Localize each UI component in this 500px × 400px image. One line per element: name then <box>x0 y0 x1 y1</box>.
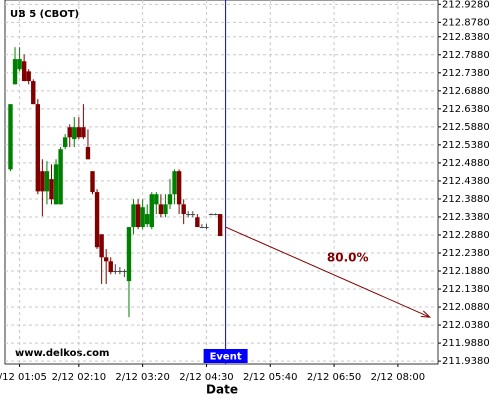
y-tick-label: 212.8780 <box>442 17 490 28</box>
candle-body <box>40 171 45 192</box>
candle-body <box>31 81 36 105</box>
candle-body <box>76 127 82 138</box>
candle-body <box>172 171 177 195</box>
y-tick-label: 212.5880 <box>442 122 490 133</box>
candle-body <box>26 71 31 82</box>
candle-body <box>62 137 68 148</box>
y-tick-label: 212.8380 <box>442 32 490 43</box>
candle-body <box>181 204 186 215</box>
y-tick-label: 212.5380 <box>442 140 490 151</box>
candle-body <box>186 214 191 216</box>
candle-body <box>154 194 159 205</box>
y-tick-label: 212.1880 <box>442 266 490 277</box>
candle-body <box>204 227 209 229</box>
x-tick-label: 2/12 04:30 <box>179 372 233 383</box>
candle-body <box>35 104 41 192</box>
candle-body <box>195 217 200 228</box>
candle-body <box>44 171 50 192</box>
candle-body <box>149 194 154 228</box>
candle-body <box>163 204 168 215</box>
candle-body <box>213 214 218 216</box>
candle-body <box>53 164 59 205</box>
candle-body <box>90 171 95 193</box>
candle-body <box>8 104 13 170</box>
candle-body <box>145 214 150 225</box>
candle-body <box>85 147 91 160</box>
y-tick-label: 212.1380 <box>442 284 490 295</box>
y-tick-label: 212.4380 <box>442 176 490 187</box>
x-tick-label: 2/12 06:50 <box>307 372 361 383</box>
candle-body <box>135 204 141 228</box>
x-tick-label: 2/12 08:00 <box>371 372 425 383</box>
y-tick-label: 212.7380 <box>442 68 490 79</box>
event-label: Event <box>210 352 242 363</box>
candle-body <box>103 257 109 262</box>
y-tick-label: 212.6380 <box>442 104 490 115</box>
candle-body <box>49 179 54 200</box>
candle-body <box>167 194 173 205</box>
candle-body <box>72 127 77 140</box>
y-tick-label: 212.3880 <box>442 194 490 205</box>
y-tick-label: 212.2380 <box>442 248 490 259</box>
y-tick-label: 212.9280 <box>442 0 490 10</box>
candle-body <box>140 207 145 228</box>
candle-body <box>17 59 22 70</box>
candle-body <box>122 271 127 273</box>
y-tick-label: 212.7880 <box>442 50 490 61</box>
x-tick-label: 2/12 01:05 <box>0 372 47 383</box>
candle-body <box>81 127 86 138</box>
event-label-box <box>203 349 248 363</box>
chart-title: UB 5 (CBOT) <box>10 9 79 20</box>
y-tick-label: 212.4880 <box>442 158 490 169</box>
candle-body <box>117 271 123 273</box>
candle-body <box>113 271 118 273</box>
arrow-head <box>420 310 432 318</box>
x-tick-label: 2/12 05:40 <box>243 372 297 383</box>
candle-body <box>208 214 214 216</box>
candle-body <box>158 204 164 215</box>
plot-frame <box>4 0 439 365</box>
candle-body <box>108 261 113 273</box>
x-axis-title: Date <box>206 383 238 397</box>
projection-label: 80.0% <box>327 251 369 265</box>
x-tick-label: 2/12 02:10 <box>52 372 106 383</box>
watermark: www.delkos.com <box>15 348 109 359</box>
candle-body <box>199 227 205 229</box>
candle-body <box>176 171 182 205</box>
y-tick-label: 212.0380 <box>442 320 490 331</box>
candle-body <box>21 61 27 82</box>
candle-body <box>190 214 195 216</box>
candle-body <box>217 214 223 237</box>
candle-body <box>67 127 72 138</box>
y-tick-label: 211.9880 <box>442 338 490 349</box>
candle-body <box>131 204 136 228</box>
projection-arrow <box>225 226 430 318</box>
candle-body <box>99 234 104 258</box>
candle-body <box>94 192 100 248</box>
y-tick-label: 212.0880 <box>442 302 490 313</box>
x-tick-label: 2/12 03:20 <box>115 372 169 383</box>
candle-body <box>126 227 132 282</box>
y-tick-label: 212.6880 <box>442 86 490 97</box>
candle-body <box>58 149 63 205</box>
candle-body <box>12 59 18 85</box>
y-tick-label: 211.9380 <box>442 356 490 367</box>
y-tick-label: 212.3380 <box>442 212 490 223</box>
y-tick-label: 212.2880 <box>442 230 490 241</box>
